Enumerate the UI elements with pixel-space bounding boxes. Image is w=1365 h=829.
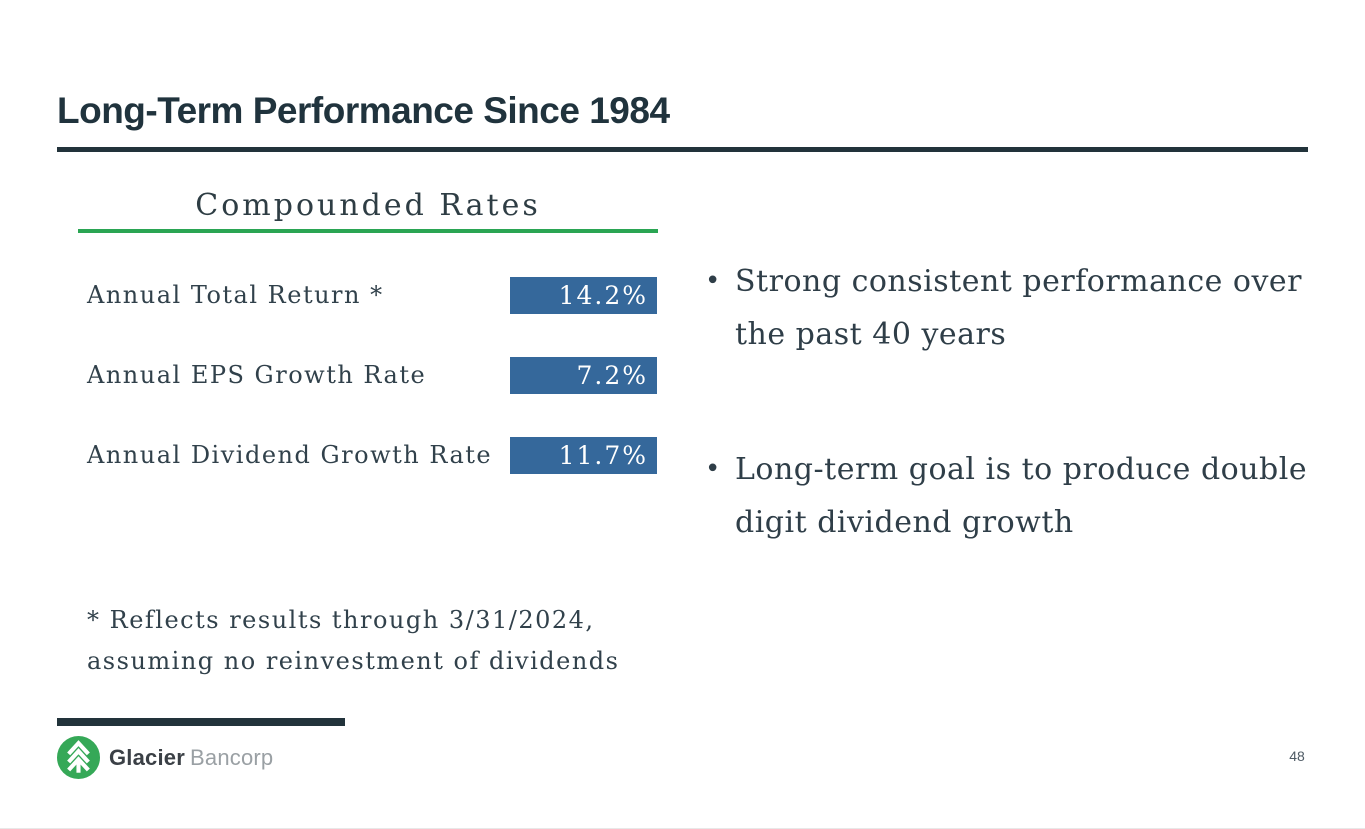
- footnote-line-1: * Reflects results through 3/31/2024,: [87, 606, 595, 634]
- metric-label: Annual EPS Growth Rate: [87, 361, 427, 389]
- compounded-rates-heading: Compounded Rates: [195, 188, 541, 223]
- metric-label: Annual Total Return *: [87, 281, 384, 309]
- page-title: Long-Term Performance Since 1984: [57, 90, 670, 131]
- bullet-list: • Strong consistent performance over the…: [705, 255, 1310, 631]
- logo-wordmark: Glacier Bancorp: [109, 745, 273, 771]
- pine-tree-icon: [57, 736, 100, 779]
- metric-row-total-return: Annual Total Return * 14.2%: [87, 277, 657, 314]
- bullet-text: Strong consistent performance over the p…: [735, 264, 1303, 352]
- brand-name-bancorp: Bancorp: [190, 744, 274, 770]
- brand-name-glacier: Glacier: [109, 744, 186, 770]
- page-number: 48: [1289, 748, 1305, 764]
- metric-label: Annual Dividend Growth Rate: [87, 441, 493, 469]
- bullet-text: Long-term goal is to produce double digi…: [735, 452, 1308, 540]
- footnote: * Reflects results through 3/31/2024, as…: [87, 600, 619, 682]
- bullet-dot: •: [705, 266, 721, 296]
- metric-value-box: 11.7%: [510, 437, 657, 474]
- green-underline: [78, 229, 658, 233]
- bullet-dot: •: [705, 454, 721, 484]
- list-item: • Long-term goal is to produce double di…: [705, 443, 1310, 549]
- footnote-line-2: assuming no reinvestment of dividends: [87, 647, 620, 675]
- metric-value-box: 7.2%: [510, 357, 657, 394]
- glacier-bancorp-logo: Glacier Bancorp: [57, 736, 273, 779]
- metric-row-eps-growth: Annual EPS Growth Rate 7.2%: [87, 357, 657, 394]
- title-underline: [57, 147, 1308, 152]
- footer-accent-bar: [57, 718, 345, 726]
- list-item: • Strong consistent performance over the…: [705, 255, 1310, 361]
- metric-value-box: 14.2%: [510, 277, 657, 314]
- metric-row-dividend-growth: Annual Dividend Growth Rate 11.7%: [87, 437, 657, 474]
